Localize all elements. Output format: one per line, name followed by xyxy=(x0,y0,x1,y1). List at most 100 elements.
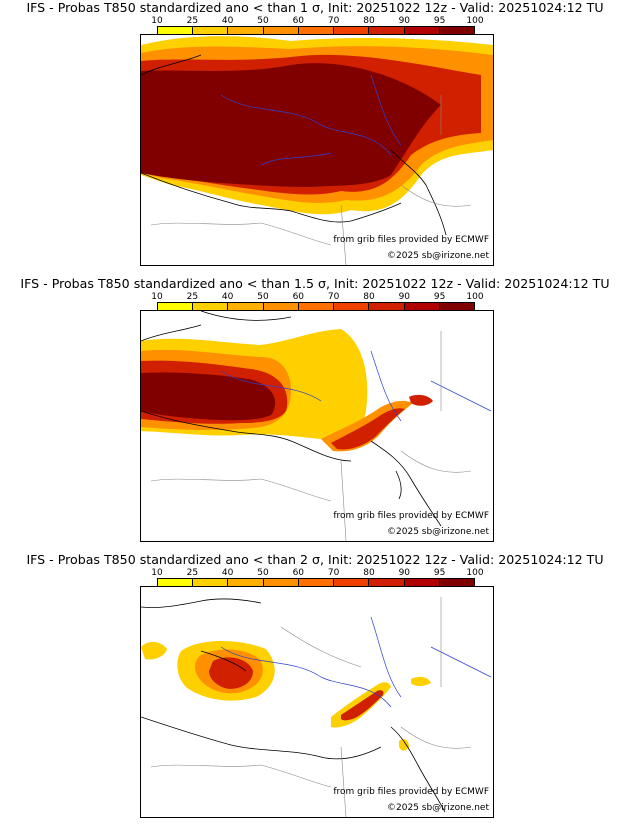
colorbar-tick: 40 xyxy=(221,16,234,26)
colorbar-swatch xyxy=(263,579,299,588)
map-background xyxy=(141,587,493,817)
colorbar-swatch xyxy=(193,27,229,36)
colorbar-tick: 25 xyxy=(186,568,199,578)
colorbar-tick: 25 xyxy=(186,292,199,302)
colorbar-tick: 50 xyxy=(257,292,269,302)
prob-zone-80 xyxy=(409,394,433,406)
probability-map: from grib files provided by ECMWF ©2025 … xyxy=(140,310,494,542)
colorbar-tick: 90 xyxy=(398,568,411,578)
colorbar-swatch xyxy=(439,303,474,312)
colorbar-swatch xyxy=(158,27,194,36)
borders xyxy=(150,331,472,541)
colorbar-tick: 95 xyxy=(433,16,446,26)
colorbar-tick: 100 xyxy=(466,16,484,26)
borders xyxy=(150,95,472,265)
colorbar-swatch xyxy=(439,27,474,36)
colorbar-swatch xyxy=(158,579,194,588)
colorbar-tick: 50 xyxy=(257,568,269,578)
colorbar-ticks: 10 25 40 50 60 70 80 90 95 100 xyxy=(151,292,483,302)
colorbar-tick: 100 xyxy=(466,292,484,302)
map-graphic xyxy=(141,587,493,817)
rivers xyxy=(220,616,492,708)
colorbar-swatch xyxy=(439,579,474,588)
colorbar-swatch xyxy=(263,303,299,312)
prob-zone-80 xyxy=(341,690,384,721)
colorbar-tick: 70 xyxy=(327,16,340,26)
data-source-note: from grib files provided by ECMWF xyxy=(333,787,489,797)
map-graphic xyxy=(141,35,493,265)
colorbar-swatch xyxy=(404,303,440,312)
colorbar-tick: 50 xyxy=(257,16,269,26)
panel-title: IFS - Probas T850 standardized ano < tha… xyxy=(26,552,604,567)
colorbar-swatch xyxy=(404,27,440,36)
colorbar-swatch xyxy=(298,303,335,312)
coastline xyxy=(141,410,442,527)
prob-zone-25 xyxy=(141,641,167,660)
colorbar-swatch xyxy=(369,579,405,588)
colorbar-swatch xyxy=(298,27,335,36)
colorbar-tick: 25 xyxy=(186,16,199,26)
map-panel-2: IFS - Probas T850 standardized ano < tha… xyxy=(0,276,630,552)
colorbar-tick: 90 xyxy=(398,16,411,26)
probability-map: from grib files provided by ECMWF ©2025 … xyxy=(140,34,494,266)
rivers xyxy=(220,350,492,422)
colorbar-tick: 60 xyxy=(292,292,305,302)
colorbar-tick: 70 xyxy=(327,292,340,302)
colorbar-tick: 60 xyxy=(292,16,305,26)
colorbar-swatch xyxy=(298,579,335,588)
colorbar-swatch xyxy=(369,27,405,36)
borders xyxy=(150,597,472,817)
colorbar-tick: 60 xyxy=(292,568,305,578)
colorbar-tick: 40 xyxy=(221,568,234,578)
colorbar-tick: 95 xyxy=(433,292,446,302)
prob-zone-80 xyxy=(331,408,405,450)
colorbar-tick: 10 xyxy=(151,568,163,578)
coastline xyxy=(141,172,402,223)
colorbar-swatch xyxy=(334,27,370,36)
coastline xyxy=(200,311,292,321)
colorbar-tick: 80 xyxy=(363,292,375,302)
colorbar-tick: 100 xyxy=(466,568,484,578)
panel-title: IFS - Probas T850 standardized ano < tha… xyxy=(20,276,610,291)
map-panel-3: IFS - Probas T850 standardized ano < tha… xyxy=(0,552,630,828)
colorbar: 10 25 40 50 60 70 80 90 95 100 xyxy=(151,292,484,313)
colorbar-swatch xyxy=(404,579,440,588)
colorbar-swatch xyxy=(334,303,370,312)
colorbar-swatch xyxy=(193,579,229,588)
colorbar-swatch xyxy=(263,27,299,36)
panel-title: IFS - Probas T850 standardized ano < tha… xyxy=(26,0,604,15)
map-graphic xyxy=(141,311,493,541)
prob-zone-25 xyxy=(399,739,409,751)
colorbar-tick: 10 xyxy=(151,16,163,26)
colorbar-tick: 10 xyxy=(151,292,163,302)
coastline xyxy=(141,324,402,500)
copyright-note: ©2025 sb@irizone.net xyxy=(387,803,489,813)
colorbar-tick: 80 xyxy=(363,568,375,578)
prob-zone-80 xyxy=(209,657,253,689)
copyright-note: ©2025 sb@irizone.net xyxy=(387,251,489,261)
colorbar-tick: 70 xyxy=(327,568,340,578)
coastline xyxy=(141,54,447,236)
copyright-note: ©2025 sb@irizone.net xyxy=(387,527,489,537)
colorbar-swatch xyxy=(158,303,194,312)
colorbar-ticks: 10 25 40 50 60 70 80 90 95 100 xyxy=(151,568,483,578)
prob-zone-95 xyxy=(141,63,441,187)
map-panel-1: IFS - Probas T850 standardized ano < tha… xyxy=(0,0,630,276)
colorbar-tick: 90 xyxy=(398,292,411,302)
colorbar-swatch xyxy=(369,303,405,312)
colorbar-swatch xyxy=(193,303,229,312)
colorbar-tick: 40 xyxy=(221,292,234,302)
coastline xyxy=(141,598,446,813)
colorbar-tick: 80 xyxy=(363,16,375,26)
colorbar-swatch xyxy=(334,579,370,588)
probability-map: from grib files provided by ECMWF ©2025 … xyxy=(140,586,494,818)
prob-zone-25 xyxy=(411,676,431,686)
colorbar-swatch xyxy=(228,579,264,588)
colorbar-swatch xyxy=(228,303,264,312)
data-source-note: from grib files provided by ECMWF xyxy=(333,511,489,521)
prob-zone-95 xyxy=(141,372,276,421)
colorbar-tick: 95 xyxy=(433,568,446,578)
colorbar-ticks: 10 25 40 50 60 70 80 90 95 100 xyxy=(151,16,483,26)
rivers xyxy=(220,74,402,166)
colorbar-swatch xyxy=(228,27,264,36)
